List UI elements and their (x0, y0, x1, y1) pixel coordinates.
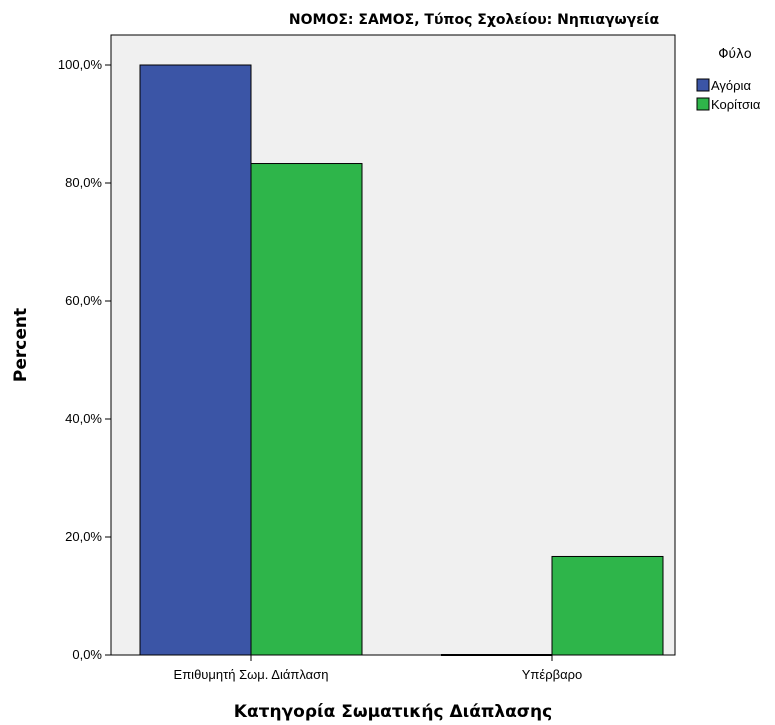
x-axis: Επιθυμητή Σωμ. Διάπλαση Υπέρβαρο (174, 655, 582, 682)
y-tick-label: 60,0% (65, 293, 102, 308)
chart-title: ΝΟΜΟΣ: ΣΑΜΟΣ, Τύπος Σχολείου: Νηπιαγωγεί… (289, 12, 660, 28)
y-axis-title: Percent (11, 308, 31, 382)
legend-swatch (696, 78, 710, 92)
x-tick-label: Επιθυμητή Σωμ. Διάπλαση (174, 667, 329, 682)
y-tick-label: 0,0% (72, 647, 102, 662)
legend-swatch (696, 97, 710, 111)
y-tick-label: 100,0% (58, 57, 103, 72)
x-tick-label: Υπέρβαρο (522, 667, 582, 682)
legend-label: Κορίτσια (711, 97, 761, 112)
bar-series (139, 64, 664, 656)
legend: Φύλο Αγόρια Κορίτσια (696, 47, 761, 112)
y-axis: 0,0% 20,0% 40,0% 60,0% 80,0% 100,0% (58, 57, 111, 662)
bar (250, 163, 363, 656)
y-tick-label: 20,0% (65, 529, 102, 544)
legend-label: Αγόρια (711, 78, 751, 93)
legend-title: Φύλο (718, 47, 751, 62)
y-tick-label: 40,0% (65, 411, 102, 426)
x-axis-title: Κατηγορία Σωματικής Διάπλασης (234, 702, 552, 722)
bar (139, 64, 252, 656)
bar (551, 555, 664, 656)
y-tick-label: 80,0% (65, 175, 102, 190)
